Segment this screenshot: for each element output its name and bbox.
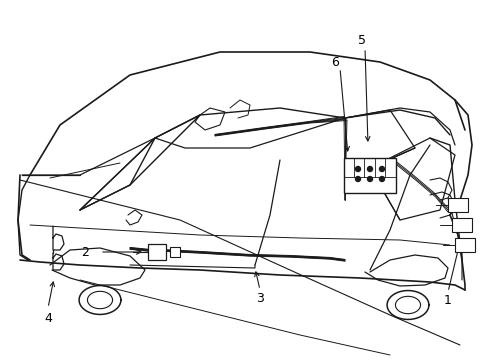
Bar [447, 198, 467, 212]
Text: 4: 4 [44, 311, 52, 324]
Bar [451, 218, 471, 232]
Text: 5: 5 [357, 33, 365, 46]
Text: 2: 2 [81, 246, 89, 258]
Circle shape [367, 176, 372, 181]
Text: 6: 6 [330, 55, 338, 68]
Circle shape [379, 176, 384, 181]
Circle shape [355, 166, 360, 171]
Text: 3: 3 [256, 292, 264, 305]
Circle shape [355, 176, 360, 181]
Circle shape [367, 166, 372, 171]
Bar [148, 244, 165, 260]
Bar [170, 247, 180, 257]
Bar [454, 238, 474, 252]
Circle shape [379, 166, 384, 171]
Text: 1: 1 [443, 293, 451, 306]
Bar [343, 158, 395, 193]
